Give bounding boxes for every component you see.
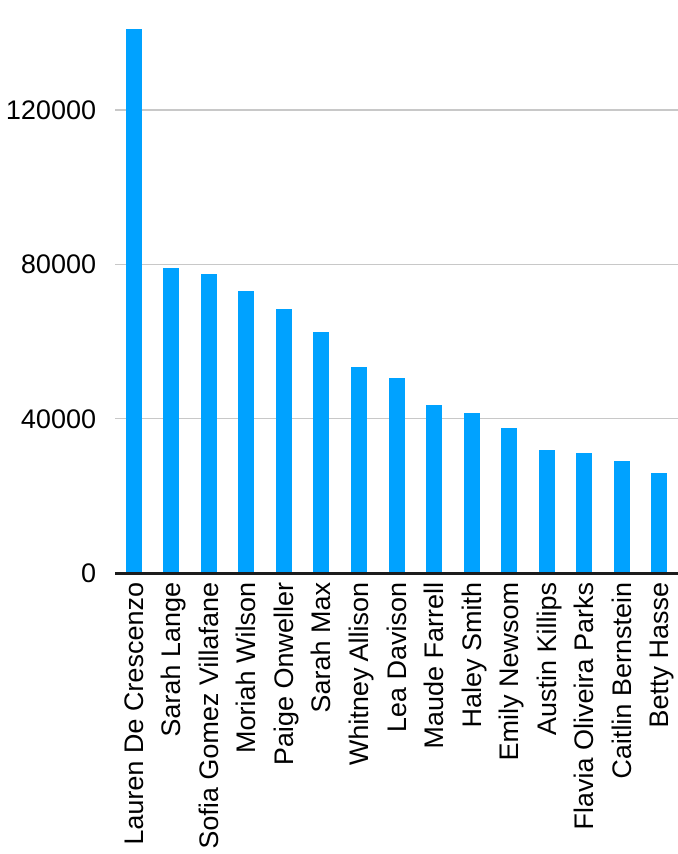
bar <box>275 308 292 573</box>
bar <box>200 274 217 573</box>
gridline <box>115 263 678 266</box>
x-axis-label-text: Caitlin Bernstein <box>606 582 637 779</box>
x-axis-label: Lauren De Crescenzo <box>118 582 149 845</box>
bar <box>125 29 142 573</box>
gridline <box>115 109 678 111</box>
x-axis-label-text: Moriah Wilson <box>231 582 262 754</box>
y-tick-label: 80000 <box>20 249 96 280</box>
x-axis-label-text: Sarah Lange <box>156 582 187 737</box>
x-axis-label-text: Austin Killips <box>531 582 562 736</box>
bar <box>388 378 405 573</box>
x-axis-label: Moriah Wilson <box>231 582 262 842</box>
bar <box>163 268 180 573</box>
bar <box>613 461 630 573</box>
x-axis-label: Sarah Lange <box>156 582 187 842</box>
x-axis-line <box>115 571 678 575</box>
bar <box>238 291 255 573</box>
x-axis-label: Sarah Max <box>306 582 337 842</box>
x-axis-label: Flavia Oliveira Parks <box>569 582 600 842</box>
x-axis-label-text: Haley Smith <box>456 582 487 728</box>
x-axis-label-text: Maude Farrell <box>419 582 450 749</box>
x-axis-label-text: Flavia Oliveira Parks <box>569 582 600 830</box>
x-axis-label: Sofia Gomez Villafane <box>194 582 224 849</box>
bar <box>426 405 443 573</box>
x-axis-label-text: Whitney Allison <box>343 582 374 766</box>
bar <box>576 453 593 573</box>
x-axis-label-text: Paige Onweller <box>268 582 299 766</box>
x-axis-label: Maude Farrell <box>419 582 450 842</box>
bar <box>350 366 367 573</box>
x-axis-label-text: Betty Hasse <box>644 582 675 728</box>
x-axis-label: Emily Newsom <box>494 582 525 842</box>
y-tick-label: 120000 <box>5 95 96 126</box>
x-axis-label: Haley Smith <box>456 582 487 842</box>
y-tick-label: 40000 <box>20 403 96 434</box>
x-axis-label-text: Sofia Gomez Villafane <box>193 582 224 849</box>
x-axis-label-text: Emily Newsom <box>494 582 525 761</box>
y-tick-label: 0 <box>80 558 96 588</box>
x-axis-label-text: Sarah Max <box>306 582 337 713</box>
x-axis-label: Austin Killips <box>531 582 562 842</box>
x-axis-label: Whitney Allison <box>343 582 374 842</box>
x-axis-label-text: Lauren De Crescenzo <box>118 582 149 845</box>
bar <box>538 449 555 573</box>
x-axis-label: Caitlin Bernstein <box>606 582 637 842</box>
x-axis-label: Betty Hasse <box>644 582 675 842</box>
x-axis-label: Paige Onweller <box>268 582 299 842</box>
bar <box>463 412 480 573</box>
bar <box>501 428 518 573</box>
bar <box>313 331 330 573</box>
x-axis-label-text: Lea Davison <box>381 582 412 733</box>
bar <box>651 472 668 573</box>
x-axis-label: Lea Davison <box>381 582 412 842</box>
